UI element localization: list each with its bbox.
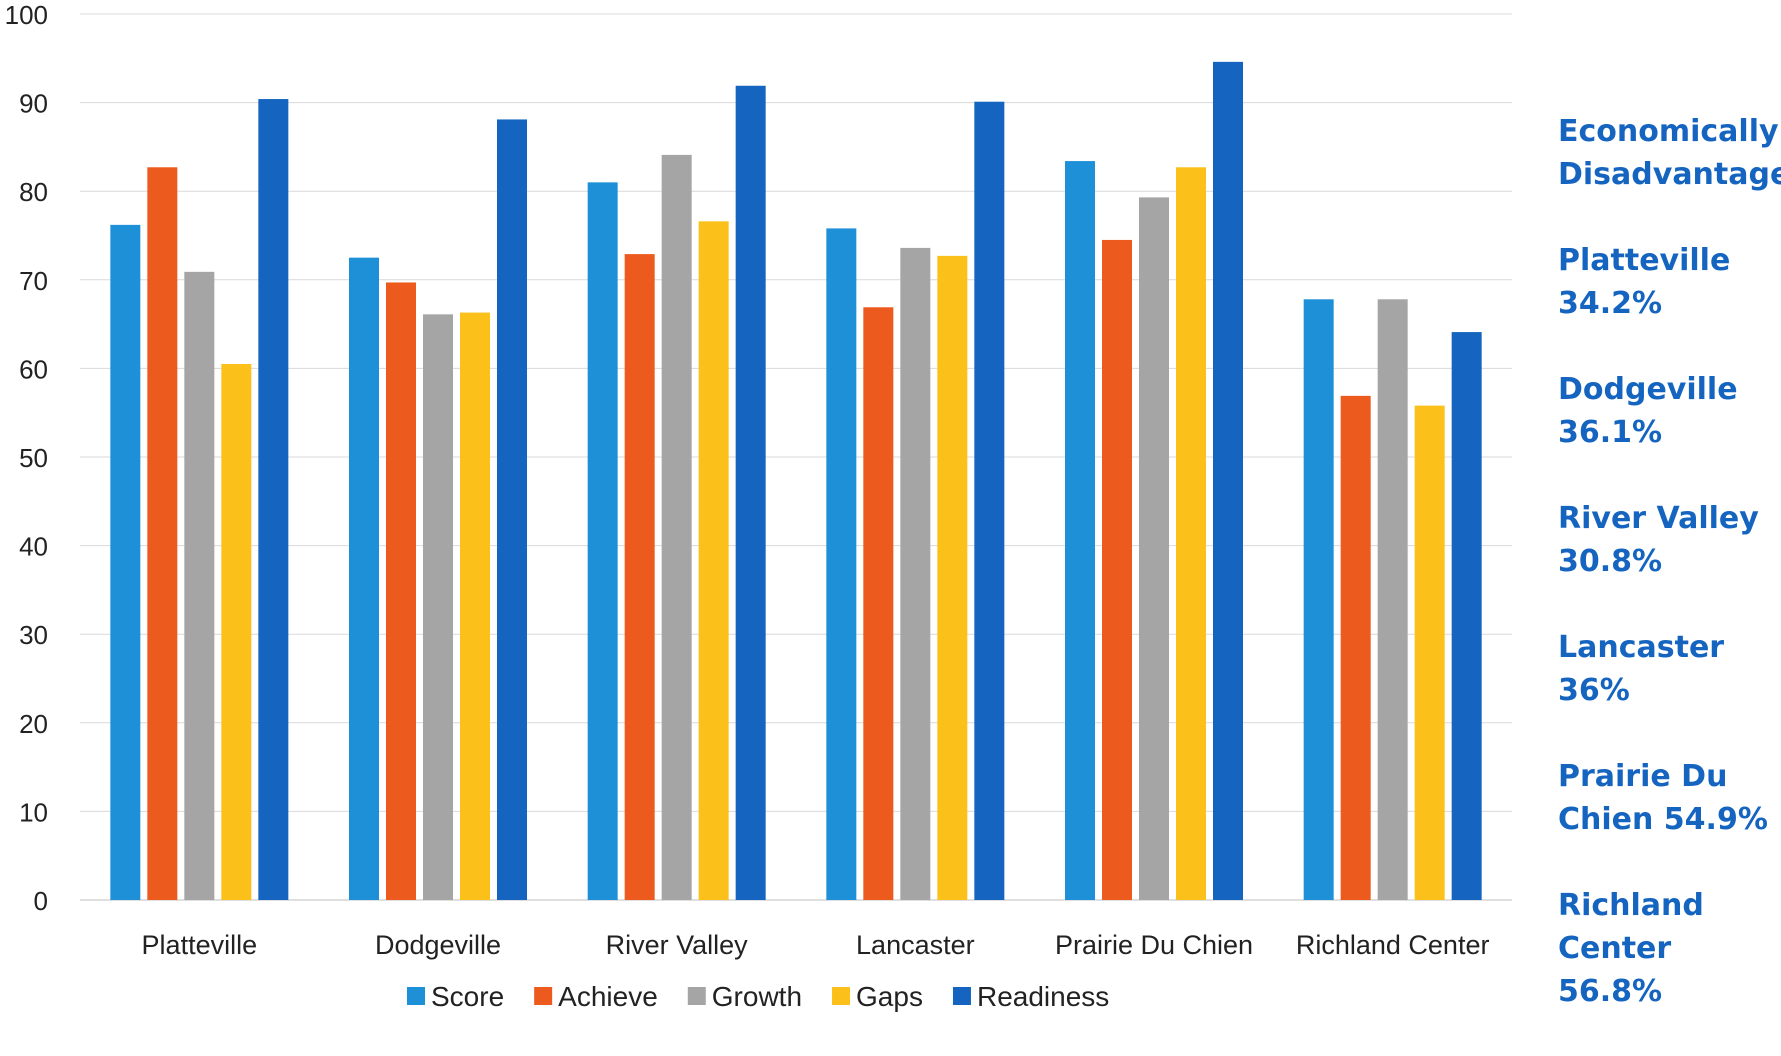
annotation-item-line: Platteville bbox=[1558, 243, 1731, 278]
bar-score bbox=[110, 224, 141, 901]
y-tick-label: 20 bbox=[19, 709, 48, 739]
y-tick-label: 30 bbox=[19, 620, 48, 650]
bar-score bbox=[1303, 299, 1334, 900]
bar-achieve bbox=[1102, 239, 1132, 900]
bar-achieve bbox=[147, 167, 178, 900]
annotation-item-line: Chien 54.9% bbox=[1558, 802, 1768, 837]
y-tick-label: 50 bbox=[19, 443, 48, 473]
legend: Score Achieve Growth Gaps Readiness bbox=[407, 981, 1109, 1012]
bar-achieve bbox=[863, 307, 894, 900]
bar-achieve bbox=[1340, 395, 1371, 900]
annotation-header-line: Economically bbox=[1558, 114, 1779, 149]
bar-score bbox=[349, 257, 379, 900]
bar-growth bbox=[1377, 299, 1408, 900]
legend-swatch bbox=[534, 987, 553, 1005]
y-axis-ticks: 0 10 20 30 40 50 60 70 80 90 100 bbox=[5, 0, 48, 916]
y-tick-label: 70 bbox=[19, 266, 48, 296]
legend-swatch bbox=[407, 987, 425, 1005]
bar-growth bbox=[1139, 197, 1169, 901]
bar-achieve bbox=[624, 254, 655, 900]
bar-readiness bbox=[1451, 332, 1482, 901]
bar-readiness bbox=[735, 85, 766, 901]
bar-gaps bbox=[1176, 167, 1206, 900]
bar-achieve bbox=[386, 282, 416, 900]
legend-swatch bbox=[832, 987, 851, 1005]
bar-readiness bbox=[974, 101, 1005, 901]
x-category-label: Prairie Du Chien bbox=[1055, 930, 1253, 960]
legend-swatch bbox=[952, 987, 971, 1005]
annotation-item-line: 36.1% bbox=[1558, 415, 1663, 450]
bar-gaps bbox=[698, 221, 729, 901]
bar-growth bbox=[900, 247, 931, 901]
legend-label: Growth bbox=[712, 981, 802, 1012]
bar-readiness bbox=[258, 99, 289, 900]
annotation-item-line: Center 56.8% bbox=[1558, 931, 1672, 1009]
bar-score bbox=[826, 228, 857, 901]
y-tick-label: 0 bbox=[34, 886, 48, 916]
x-category-label: Richland Center bbox=[1296, 930, 1490, 960]
annotation-item-line: 30.8% bbox=[1558, 544, 1663, 579]
bar-growth bbox=[184, 271, 215, 900]
legend-label: Score bbox=[431, 981, 504, 1012]
annotation-item: Richland Center 56.8% bbox=[1558, 884, 1778, 1013]
legend-label: Readiness bbox=[977, 981, 1109, 1012]
annotation-item: Dodgeville 36.1% bbox=[1558, 368, 1778, 454]
bar-readiness bbox=[1213, 61, 1243, 901]
annotation-header-line: Disadvantaged bbox=[1558, 157, 1781, 192]
bar-readiness bbox=[497, 119, 527, 900]
bar-growth bbox=[661, 154, 692, 900]
x-axis-labels: Platteville Dodgeville River Valley Lancast… bbox=[142, 930, 1490, 960]
bars bbox=[110, 61, 1482, 901]
y-tick-label: 90 bbox=[19, 89, 48, 119]
bar-score bbox=[587, 182, 618, 901]
x-category-label: Dodgeville bbox=[375, 930, 501, 960]
x-category-label: Lancaster bbox=[856, 930, 975, 960]
bar-growth bbox=[423, 314, 453, 900]
bar-chart: 0 10 20 30 40 50 60 70 80 90 100 Platteville Dodgev… bbox=[5, 0, 1512, 1012]
x-category-label: River Valley bbox=[606, 930, 749, 960]
annotation-item-line: Prairie Du bbox=[1558, 759, 1728, 794]
annotation-header: Economically Disadvantaged bbox=[1558, 110, 1781, 196]
annotation-item-line: Lancaster 36% bbox=[1558, 630, 1725, 708]
bar-gaps bbox=[460, 312, 490, 900]
annotation-item: Platteville 34.2% bbox=[1558, 239, 1778, 325]
bar-gaps bbox=[937, 255, 968, 901]
bar-gaps bbox=[1414, 405, 1445, 900]
bar-score bbox=[1065, 161, 1095, 901]
economically-disadvantaged-annotation: Economically Disadvantaged Platteville 34.2… bbox=[1558, 110, 1781, 1056]
bar-gaps bbox=[221, 363, 252, 901]
gridlines bbox=[80, 13, 1512, 901]
annotation-item-line: 34.2% bbox=[1558, 286, 1663, 321]
annotation-item-line: Richland bbox=[1558, 888, 1704, 923]
x-category-label: Platteville bbox=[142, 930, 258, 960]
y-tick-label: 60 bbox=[19, 354, 48, 384]
legend-swatch bbox=[687, 987, 706, 1005]
y-tick-label: 10 bbox=[19, 797, 48, 827]
annotation-item: River Valley 30.8% bbox=[1558, 497, 1778, 583]
y-tick-label: 40 bbox=[19, 532, 48, 562]
legend-label: Achieve bbox=[558, 981, 658, 1012]
annotation-item-line: River Valley bbox=[1558, 501, 1759, 536]
annotation-item: Prairie Du Chien 54.9% bbox=[1558, 755, 1778, 841]
annotation-item: Lancaster 36% bbox=[1558, 626, 1778, 712]
y-tick-label: 80 bbox=[19, 177, 48, 207]
y-tick-label: 100 bbox=[5, 0, 48, 30]
legend-label: Gaps bbox=[856, 981, 923, 1012]
annotation-item-line: Dodgeville bbox=[1558, 372, 1738, 407]
